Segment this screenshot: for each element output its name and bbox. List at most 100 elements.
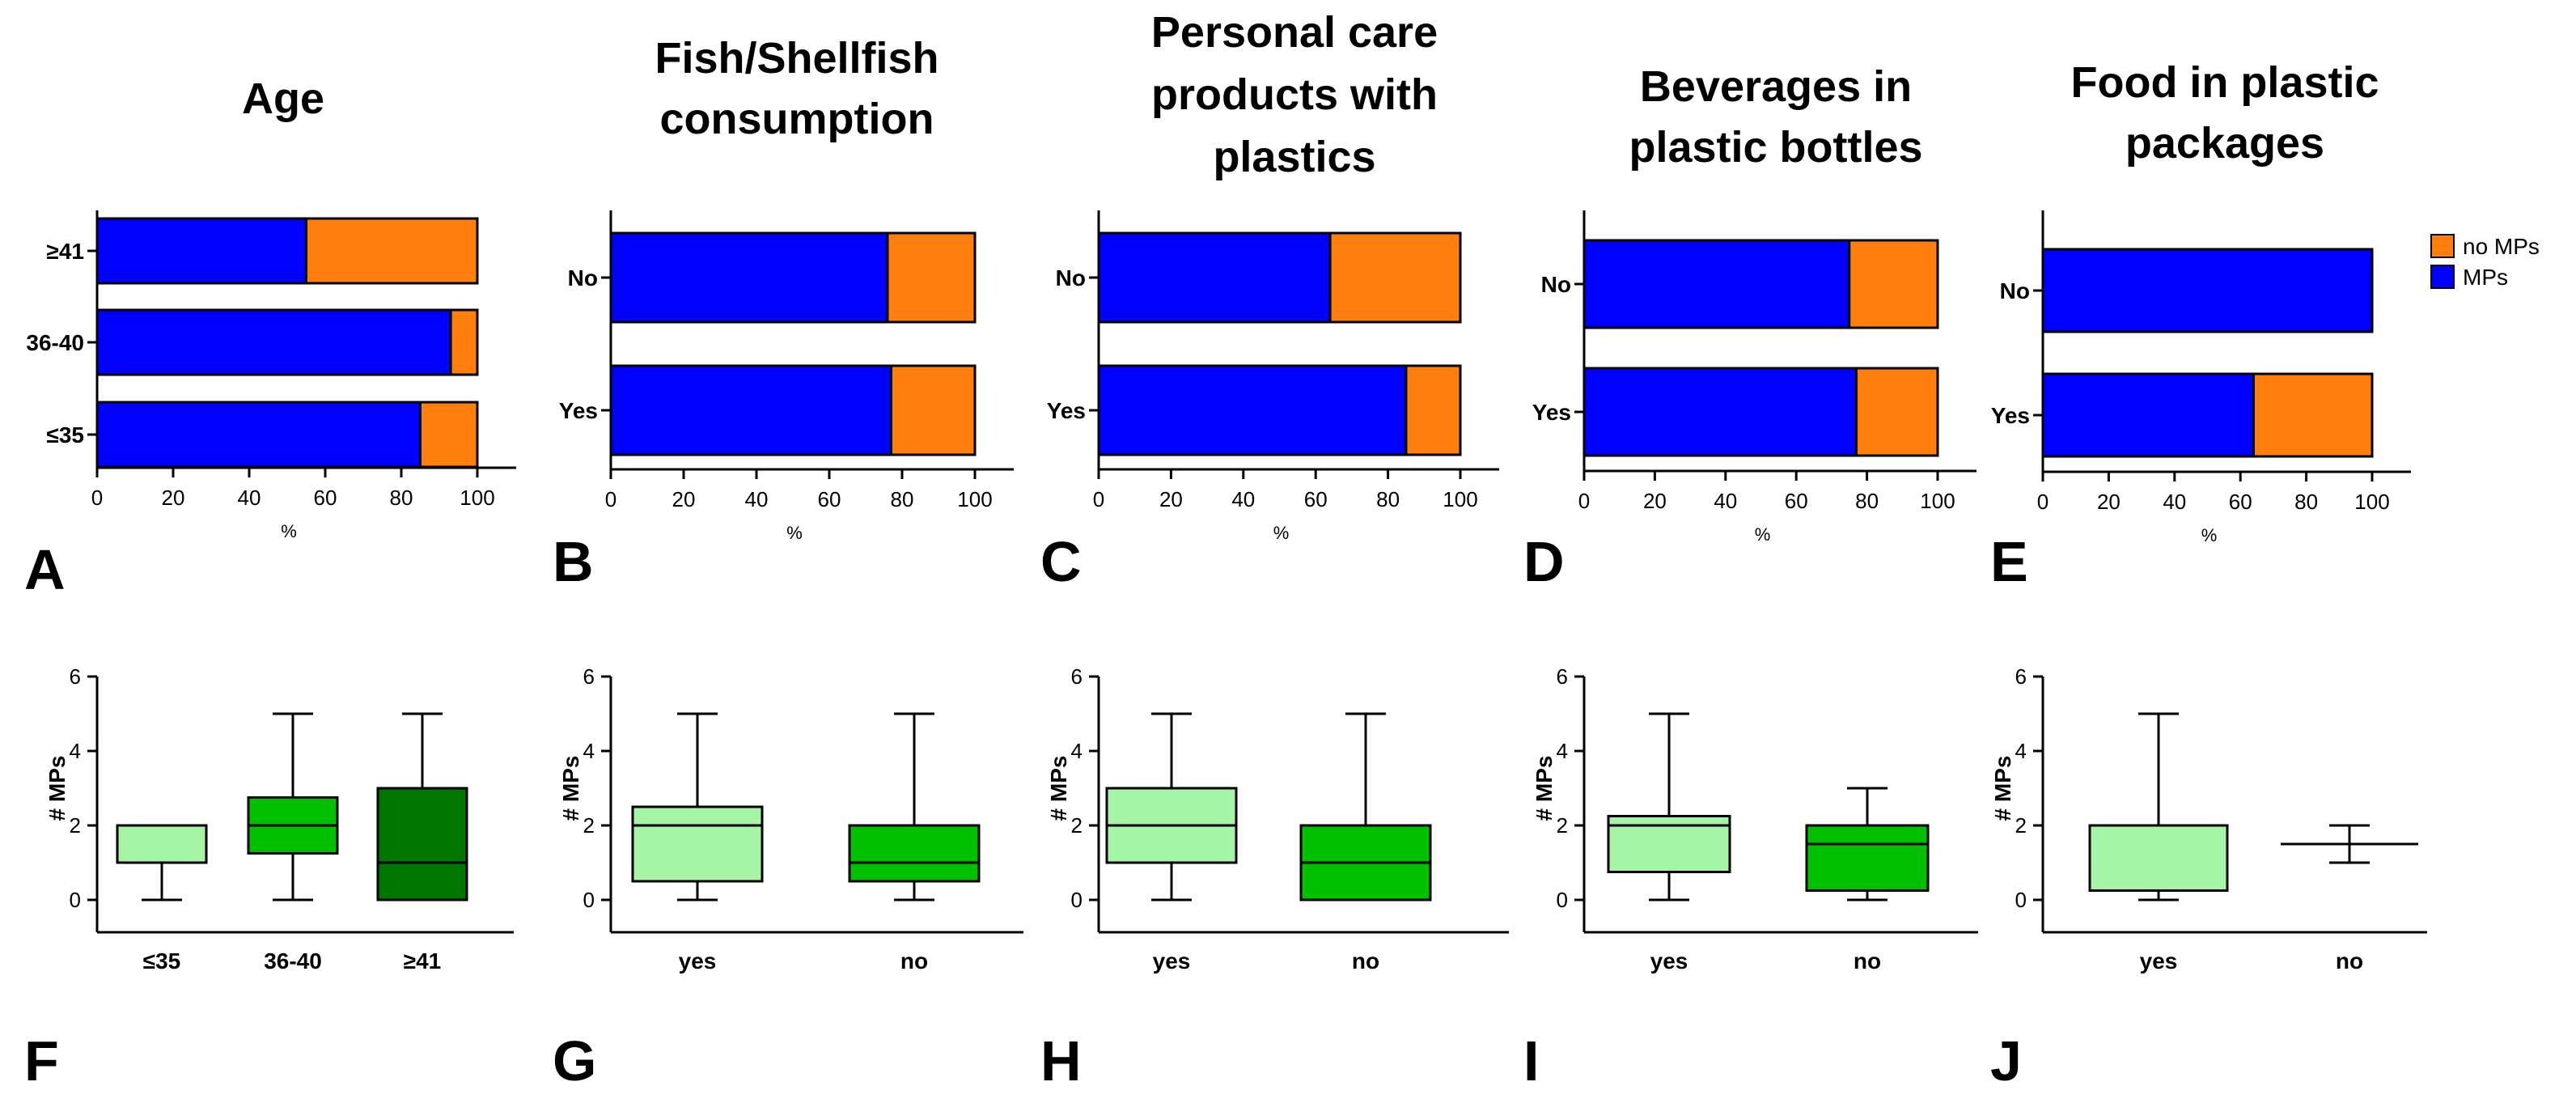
- y-tick-label: 0: [583, 888, 595, 912]
- x-tick-label: 100: [1920, 489, 1955, 513]
- panel-letter: A: [24, 538, 66, 601]
- box-panel-f: F 0 2 4 6 # MPs ≤35 36-40 ≥41: [24, 664, 514, 1092]
- box-1: [2281, 824, 2418, 864]
- x-tick-label: 20: [1159, 487, 1183, 511]
- x-tick-label: 20: [672, 487, 696, 511]
- bar-panel-b: Fish/Shellfish consumption B No Yes 0 20 40 60 80…: [553, 34, 1014, 593]
- y-tick-label: 2: [1071, 813, 1083, 838]
- x-tick-label: 80: [1376, 487, 1400, 511]
- bar-segment: [2041, 372, 2255, 458]
- panel-title-line: consumption: [660, 95, 934, 143]
- box-0: [1607, 712, 1731, 901]
- iqr-box: [631, 805, 764, 883]
- category-label: Yes: [1047, 398, 1086, 423]
- category-label: ≥41: [404, 948, 442, 974]
- bar-segment: [95, 217, 307, 285]
- y-tick-label: 6: [2015, 664, 2027, 689]
- y-tick-label: 4: [70, 739, 81, 763]
- bar-segment: [609, 364, 892, 456]
- y-tick-label: 2: [583, 813, 595, 838]
- bar-panel-a: Age A ≥41 36-40 ≤35 0 20 40 60 80 100%: [24, 74, 516, 601]
- panel-letter: D: [1523, 530, 1565, 593]
- y-tick-label: 6: [1071, 664, 1083, 689]
- box-0: [631, 712, 764, 901]
- y-axis-label: # MPs: [1532, 756, 1557, 821]
- y-tick-label: 2: [2015, 813, 2027, 838]
- x-tick-label: 100: [2354, 490, 2389, 514]
- x-tick-label: 0: [1093, 487, 1104, 511]
- y-tick-label: 0: [70, 888, 81, 912]
- bar-segment: [1582, 239, 1851, 329]
- iqr-box: [848, 824, 981, 883]
- category-label: yes: [679, 948, 717, 974]
- bar-segment: [886, 231, 977, 324]
- category-label: Yes: [559, 398, 598, 423]
- category-label: no: [1854, 948, 1881, 974]
- box-0: [116, 824, 208, 901]
- legend-swatch: [2430, 265, 2455, 289]
- x-tick-label: 100: [1443, 487, 1477, 511]
- panel-title-line: products with: [1151, 70, 1438, 119]
- bar-segment: [1328, 231, 1462, 324]
- x-tick-label: 80: [2294, 490, 2318, 514]
- x-tick-label: 0: [2037, 490, 2049, 514]
- y-tick-label: 6: [1557, 664, 1568, 689]
- x-tick-label: 40: [1231, 487, 1255, 511]
- bar-segment: [305, 217, 479, 285]
- legend-label: no MPs: [2463, 234, 2540, 259]
- box-1: [848, 712, 981, 901]
- x-tick-label: 80: [390, 486, 413, 510]
- y-tick-label: 4: [583, 739, 595, 763]
- box-panel-g: G 0 2 4 6 # MPs yes no: [553, 664, 1023, 1092]
- y-axis-label: # MPs: [1046, 756, 1071, 821]
- box-2: [376, 712, 468, 901]
- panel-title-line: plastic bottles: [1629, 123, 1922, 172]
- category-label: no: [2336, 948, 2363, 974]
- panel-letter: E: [1990, 530, 2028, 593]
- y-axis-label: # MPs: [44, 756, 70, 821]
- x-tick-label: 20: [162, 486, 185, 510]
- category-label: No: [568, 265, 598, 291]
- category-label: no: [900, 948, 928, 974]
- box-0: [2088, 712, 2229, 901]
- bar-segment: [1097, 364, 1408, 456]
- category-label: ≤35: [143, 948, 181, 974]
- panel-title-line: Age: [242, 74, 324, 123]
- bar-segment: [1097, 231, 1332, 324]
- x-tick-label: 80: [1855, 489, 1879, 513]
- box-1: [247, 712, 339, 901]
- bar-segment: [95, 401, 422, 469]
- panel-letter: B: [553, 530, 594, 593]
- y-tick-label: 2: [70, 813, 81, 838]
- panel-letter: I: [1523, 1029, 1539, 1092]
- y-tick-label: 4: [1071, 739, 1083, 763]
- panel-title-line: Personal care: [1151, 8, 1438, 57]
- category-label: yes: [1650, 948, 1688, 974]
- y-tick-label: 2: [1557, 813, 1568, 838]
- bar-segment: [449, 308, 479, 376]
- y-tick-label: 4: [1557, 739, 1568, 763]
- category-label: Yes: [1532, 400, 1571, 425]
- box-panel-h: H 0 2 4 6 # MPs yes no: [1040, 664, 1509, 1092]
- bar-segment: [1582, 367, 1858, 457]
- y-tick-label: 0: [1557, 888, 1568, 912]
- x-tick-label: 40: [1714, 489, 1737, 513]
- bar-segment: [2252, 372, 2374, 458]
- bar-panel-d: Beverages in plastic bottles D No Yes 0 20 40 60…: [1523, 62, 1976, 593]
- category-label: yes: [2140, 948, 2178, 974]
- iqr-box: [116, 824, 208, 864]
- y-axis-label: # MPs: [558, 756, 583, 821]
- y-tick-label: 6: [583, 664, 595, 689]
- x-tick-label: 0: [1578, 489, 1590, 513]
- legend: no MPs MPs: [2430, 234, 2540, 290]
- y-tick-label: 4: [2015, 739, 2027, 763]
- category-label: No: [1541, 272, 1571, 297]
- category-label: Yes: [1991, 403, 2030, 428]
- panel-letter: G: [553, 1029, 596, 1092]
- box-1: [1299, 712, 1432, 901]
- iqr-box: [376, 787, 468, 901]
- category-label: no: [1352, 948, 1379, 974]
- box-panel-j: J 0 2 4 6 # MPs yes no: [1990, 664, 2427, 1092]
